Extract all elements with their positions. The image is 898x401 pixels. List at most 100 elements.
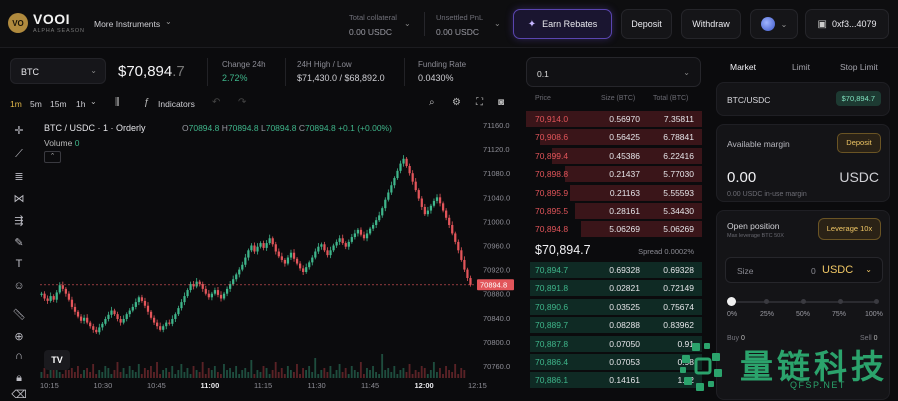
margin-deposit-button[interactable]: Deposit [837, 133, 881, 153]
tick-size-selector[interactable]: 0.1 ⌄ [526, 57, 701, 87]
volume-bar [338, 364, 341, 378]
leverage-button[interactable]: Leverage 10x [818, 218, 881, 240]
candle-body [61, 285, 64, 289]
slider-tick[interactable] [764, 299, 769, 304]
size-slider-knob[interactable] [727, 297, 736, 306]
volume-bar [140, 374, 143, 378]
volume-bar [253, 374, 256, 378]
tab-stop-limit[interactable]: Stop Limit [840, 62, 878, 72]
redo-icon[interactable]: ↷ [238, 97, 247, 108]
candle-body [393, 178, 396, 186]
volume-bar [198, 372, 201, 378]
app-name[interactable]: VOOI [33, 11, 71, 27]
more-instruments-button[interactable]: More Instruments [94, 19, 161, 29]
bid-total: 0.75674 [663, 301, 694, 312]
bid-row[interactable]: 70,890.6 0.03525 0.75674 [526, 298, 702, 316]
ask-row[interactable]: 70,908.6 0.56425 6.78841 [526, 128, 702, 146]
lock-icon[interactable]: 🔒︎ [16, 372, 22, 384]
size-input[interactable]: Size 0 USDC ⌄ [725, 257, 883, 283]
bid-price: 70,886.4 [535, 357, 569, 367]
ask-row[interactable]: 70,895.5 0.28161 5.34430 [526, 202, 702, 220]
projection-icon[interactable]: ⇶ [14, 215, 24, 227]
x-tick-label: 10:45 [147, 381, 166, 390]
bid-row[interactable]: 70,894.7 0.69328 0.69328 [526, 261, 702, 279]
timeframe-1h[interactable]: 1h [76, 99, 86, 109]
brush-icon[interactable]: ✎ [14, 237, 24, 249]
slider-tick[interactable] [801, 299, 806, 304]
bid-row[interactable]: 70,887.8 0.07050 0.91 [526, 335, 702, 353]
search-icon[interactable]: ⌕ [429, 97, 435, 108]
trend-line-icon[interactable]: ⟋ [15, 148, 23, 160]
size-currency[interactable]: USDC [822, 264, 854, 276]
collapse-legend-button[interactable]: ⌃ [44, 151, 61, 163]
camera-icon[interactable]: ◙ [498, 97, 505, 108]
text-icon[interactable]: T [15, 258, 23, 270]
magnet-icon[interactable]: ∩ [15, 350, 23, 362]
volume-bar [247, 372, 250, 378]
crosshair-icon[interactable]: ✛ [14, 125, 24, 137]
funding-rate-value: 0.0430% [418, 73, 454, 83]
indicators-button[interactable]: Indicators [158, 99, 195, 109]
volume-bar [241, 370, 244, 378]
bid-row[interactable]: 70,891.8 0.02821 0.72149 [526, 279, 702, 297]
earn-rebates-button[interactable]: ✦ Earn Rebates [513, 9, 612, 39]
candle-body [289, 252, 293, 258]
candle-body [216, 290, 220, 295]
gear-icon[interactable]: ⚙ [452, 97, 461, 108]
unsettled-pnl-label: Unsettled PnL [436, 13, 484, 22]
ask-row[interactable]: 70,898.8 0.21437 5.77030 [526, 165, 702, 183]
withdraw-button[interactable]: Withdraw [681, 9, 741, 39]
wallet-button[interactable]: ▣ 0xf3...4079 [805, 9, 889, 39]
fib-icon[interactable]: ≣ [14, 171, 24, 183]
mid-price: $70,894.7 [535, 243, 591, 257]
timeframe-15m[interactable]: 15m [50, 99, 67, 109]
candle-body [448, 217, 451, 226]
candle-body [195, 281, 198, 287]
emoji-icon[interactable]: ☺ [13, 280, 25, 292]
bid-row[interactable]: 70,889.7 0.08288 0.83962 [526, 316, 702, 334]
tab-limit[interactable]: Limit [792, 62, 810, 72]
ask-row[interactable]: 70,894.8 5.06269 5.06269 [526, 220, 702, 238]
volume-bar [55, 366, 58, 378]
candle-body [295, 258, 299, 264]
ask-row[interactable]: 70,914.0 0.56970 7.35811 [526, 110, 702, 128]
tab-market[interactable]: Market [730, 62, 756, 72]
timeframe-1m[interactable]: 1m [10, 99, 22, 109]
chevron-down-icon[interactable]: ⌄ [404, 19, 411, 28]
chevron-down-icon[interactable]: ⌄ [865, 265, 872, 274]
candle-type-icon[interactable]: ⫼ [115, 97, 120, 108]
candle-body [222, 293, 226, 299]
slider-mark: 75% [832, 311, 847, 318]
symbol-selector[interactable]: BTC ⌄ [10, 58, 106, 84]
candle-body [229, 284, 232, 289]
volume-bar [311, 372, 314, 378]
volume-bar [61, 374, 64, 378]
y-tick-label: 70840.0 [483, 314, 510, 323]
pattern-icon[interactable]: ⋈ [13, 193, 25, 205]
candle-body [171, 318, 174, 324]
chevron-down-icon[interactable]: ⌄ [494, 19, 501, 28]
indicators-icon[interactable]: ƒ [144, 97, 150, 108]
timeframe-5m[interactable]: 5m [30, 99, 42, 109]
ruler-icon[interactable]: 📏︎ [12, 309, 26, 321]
network-selector[interactable]: ⌄ [750, 9, 798, 39]
price-chart[interactable]: 71160.0 71120.0 71080.0 71040.0 71000.0 70960… [36, 116, 516, 401]
volume-bar [326, 372, 329, 378]
volume-bar [442, 374, 444, 378]
ask-row[interactable]: 70,899.4 0.45386 6.22416 [526, 147, 702, 165]
slider-tick[interactable] [838, 299, 843, 304]
margin-currency: USDC [839, 169, 879, 185]
eraser-icon[interactable]: ⌫ [11, 389, 27, 401]
candlestick-chart[interactable]: 71160.0 71120.0 71080.0 71040.0 71000.0 70960… [36, 116, 516, 401]
fullscreen-icon[interactable]: ⛶ [476, 97, 483, 108]
volume-bar [359, 362, 362, 378]
chevron-down-icon: ⌄ [90, 66, 97, 75]
chevron-down-icon[interactable]: ⌄ [90, 97, 97, 106]
deposit-button[interactable]: Deposit [621, 9, 672, 39]
ask-row[interactable]: 70,895.9 0.21163 5.55593 [526, 184, 702, 202]
zoom-in-icon[interactable]: ⊕ [14, 331, 24, 343]
slider-tick[interactable] [874, 299, 879, 304]
chevron-down-icon[interactable]: ⌄ [165, 17, 172, 26]
undo-icon[interactable]: ↶ [212, 97, 221, 108]
volume-bar [411, 374, 414, 378]
